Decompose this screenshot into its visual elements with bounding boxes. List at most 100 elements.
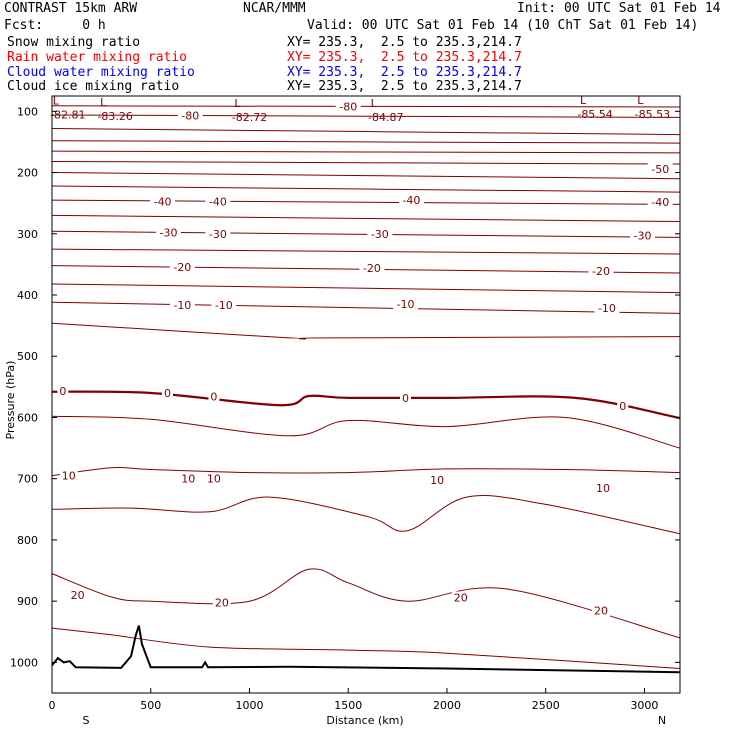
low-marker: L — [100, 96, 107, 109]
x-axis-label: Distance (km) — [326, 714, 403, 727]
field-xy-cloud-water: XY= 235.3, 2.5 to 235.3,214.7 — [287, 65, 522, 80]
contour-label: 20 — [71, 589, 85, 602]
contour-label-bg — [162, 386, 174, 399]
x-tick-label: 2500 — [532, 699, 560, 712]
forecast-hour: Fcst: 0 h — [4, 18, 106, 33]
contour-label-bg — [592, 604, 611, 617]
contour-label-bg — [169, 260, 195, 273]
y-tick-label: 600 — [17, 411, 38, 424]
contour-label-bg — [594, 301, 620, 314]
contour-label: 20 — [215, 596, 229, 609]
contour-label-bg — [211, 298, 237, 311]
low-value: -84.87 — [368, 111, 403, 124]
isotherm--25 — [51, 248, 681, 255]
x-tick-label: 1500 — [334, 699, 362, 712]
contour-label: 10 — [596, 482, 610, 495]
isotherm--55 — [51, 161, 681, 165]
field-xy-rain: XY= 235.3, 2.5 to 235.3,214.7 — [287, 50, 522, 65]
contour-label: -40 — [402, 194, 420, 207]
contour-label-bg — [177, 109, 203, 122]
field-name-cloud-ice: Cloud ice mixing ratio — [7, 79, 180, 94]
contour-label-bg — [359, 262, 385, 275]
contour-label: 20 — [454, 591, 468, 604]
contour-label: -30 — [633, 230, 651, 243]
contour-label-bg — [57, 385, 69, 398]
contour-label-bg — [647, 162, 673, 175]
isotherm-25 — [51, 627, 681, 669]
terrain-line — [51, 625, 681, 674]
contour-label: -30 — [371, 228, 389, 241]
valid-time: Valid: 00 UTC Sat 01 Feb 14 (10 ChT Sat … — [307, 18, 699, 33]
contour-label: 0 — [210, 391, 217, 404]
isotherm--5 — [51, 322, 681, 340]
contour-label-bg — [68, 589, 87, 602]
contour-label: 10 — [430, 474, 444, 487]
contour-label: -80 — [339, 100, 357, 113]
model-title: CONTRAST 15km ARW — [4, 1, 138, 16]
contour-label-bg — [399, 391, 411, 404]
y-tick-label: 100 — [17, 105, 38, 118]
contour-label: -20 — [173, 261, 191, 274]
isotherm-0 — [51, 390, 681, 420]
isotherm--75 — [51, 114, 681, 118]
contour-label-bg — [647, 195, 673, 208]
isotherm--10 — [51, 301, 681, 314]
low-value: -85.53 — [635, 108, 670, 121]
contour-label: 10 — [181, 473, 195, 486]
y-axis-label: Pressure (hPa) — [4, 361, 17, 440]
contour-label: -10 — [397, 298, 415, 311]
isotherm--60 — [51, 150, 681, 154]
y-tick-label: 200 — [17, 167, 38, 180]
isotherm-10 — [51, 466, 681, 477]
contour-label-bg — [451, 591, 470, 604]
contour-label: 10 — [62, 470, 76, 483]
contour-label-bg — [169, 298, 195, 311]
contour-label-bg — [588, 265, 614, 278]
low-value: -85.54 — [577, 108, 612, 121]
contour-label-bg — [593, 481, 612, 494]
low-value: -82.81 — [50, 109, 85, 122]
init-time: Init: 00 UTC Sat 01 Feb 14 — [517, 1, 721, 16]
isotherm-20 — [51, 568, 681, 639]
contour-label: -10 — [598, 302, 616, 315]
x-tick-label: 2000 — [433, 699, 461, 712]
low-value: -82.72 — [232, 111, 267, 124]
y-tick-label: 800 — [17, 534, 38, 547]
contour-label: -10 — [215, 299, 233, 312]
field-xy-snow: XY= 235.3, 2.5 to 235.3,214.7 — [287, 35, 522, 50]
contour-label: 0 — [59, 385, 66, 398]
contour-label-bg — [335, 100, 361, 113]
contour-label-bg — [617, 399, 629, 412]
contour-label: -50 — [651, 163, 669, 176]
x-tick-label: 3000 — [630, 699, 658, 712]
center-title: NCAR/MMM — [243, 1, 306, 16]
contour-label: -40 — [651, 196, 669, 209]
contour-label: -20 — [592, 265, 610, 278]
contour-label: 0 — [619, 400, 626, 413]
field-name-rain: Rain water mixing ratio — [7, 50, 188, 65]
south-label: S — [83, 714, 90, 727]
x-tick-label: 1000 — [235, 699, 263, 712]
contour-label-bg — [59, 469, 78, 482]
contour-label: 20 — [594, 604, 608, 617]
contour-label: -80 — [181, 110, 199, 123]
contour-label: -40 — [154, 195, 172, 208]
low-marker: L — [637, 94, 644, 107]
contour-label-bg — [208, 390, 220, 403]
contour-label-bg — [205, 227, 231, 240]
isotherm--45 — [51, 185, 681, 193]
low-marker: L — [580, 94, 587, 107]
contour-label: 0 — [164, 387, 171, 400]
low-marker: L — [234, 97, 241, 110]
isotherm-5 — [51, 415, 681, 449]
y-tick-label: 300 — [17, 228, 38, 241]
contour-label-bg — [204, 472, 223, 485]
contour-label-bg — [150, 195, 176, 208]
contour-label: -30 — [160, 227, 178, 240]
isotherm--30 — [51, 230, 681, 238]
north-label: N — [658, 714, 666, 727]
low-marker: L — [53, 95, 60, 108]
contour-label: -20 — [363, 262, 381, 275]
isotherm--40 — [51, 199, 681, 205]
x-tick-label: 0 — [49, 699, 56, 712]
